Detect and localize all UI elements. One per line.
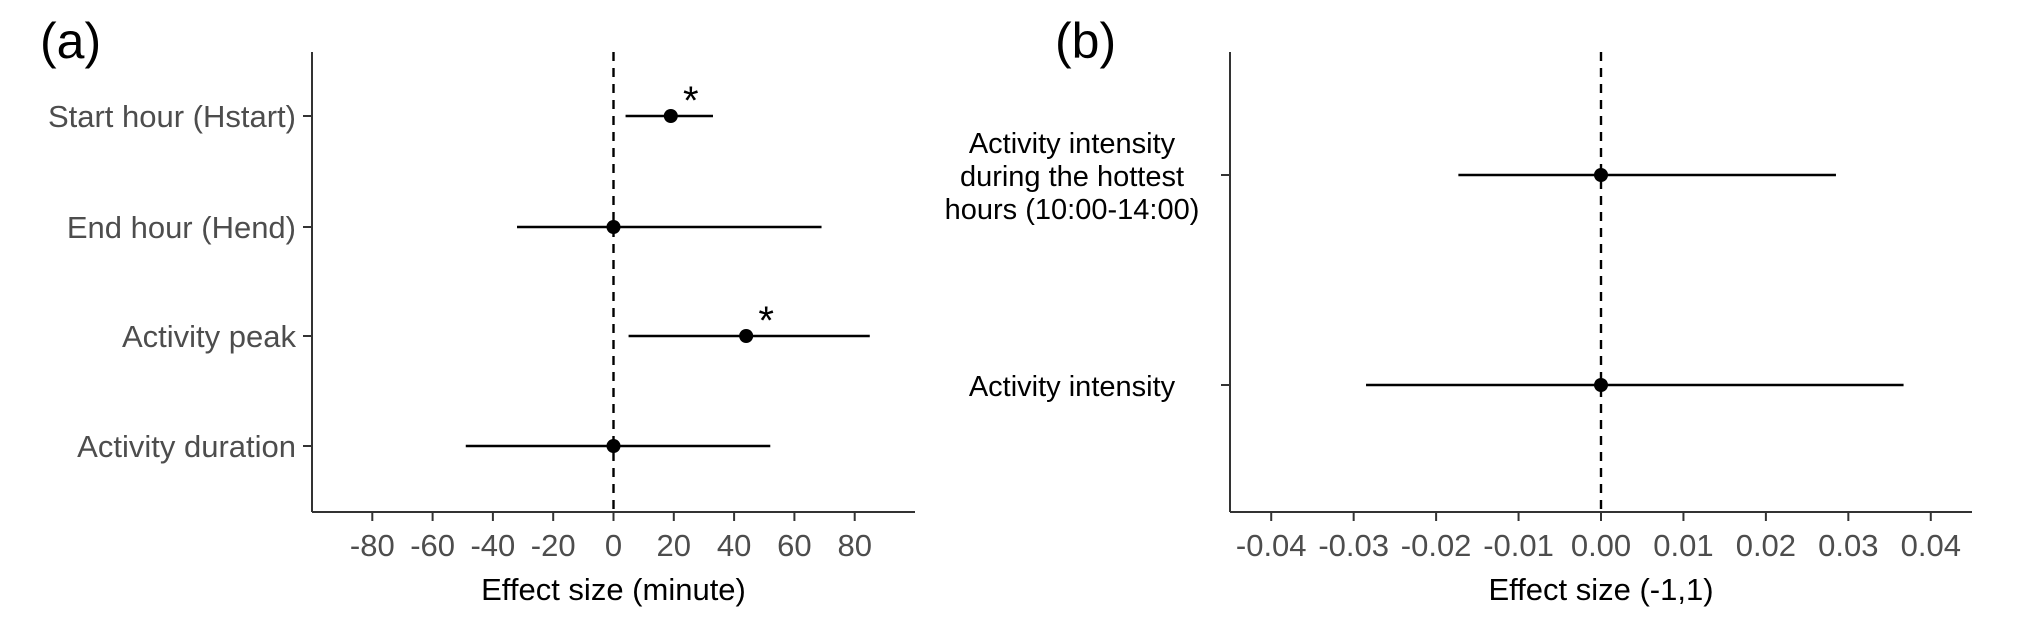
x-tick-label: -0.02: [1401, 528, 1472, 563]
x-tick-label: 0.00: [1571, 528, 1631, 563]
x-tick-label: -0.01: [1483, 528, 1554, 563]
category-label: Start hour (Hstart): [48, 99, 296, 134]
estimate-point: [606, 220, 621, 234]
panel-a: (a) -80 -60 -40 -20 0 20 40 60 80 Effect size (min…: [40, 13, 915, 607]
x-tick-label: -40: [470, 528, 515, 563]
estimate-point: [1594, 168, 1608, 182]
x-axis-title: Effect size (-1,1): [1488, 572, 1713, 607]
category-label-line: Activity intensity: [969, 371, 1176, 403]
estimate-point: [1594, 378, 1608, 392]
x-tick-label: -0.04: [1236, 528, 1307, 563]
x-tick-label: 60: [777, 528, 811, 563]
significance-marker: *: [683, 79, 699, 123]
x-tick-label: -60: [410, 528, 455, 563]
x-tick-label: -20: [531, 528, 576, 563]
x-tick-label: 40: [717, 528, 751, 563]
panel-label: (a): [40, 13, 101, 69]
estimate-point: [739, 329, 754, 343]
x-tick-label: -0.03: [1318, 528, 1389, 563]
x-tick-label: 0.02: [1736, 528, 1796, 563]
panel-label: (b): [1055, 13, 1116, 69]
category-label: Activity duration: [77, 429, 296, 464]
x-tick-label: 0.04: [1901, 528, 1961, 563]
category-label-line: during the hottest: [960, 161, 1184, 193]
category-label: Activity peak: [122, 319, 297, 354]
estimate-point: [606, 439, 621, 453]
x-tick-label: 0.03: [1818, 528, 1878, 563]
x-tick-label: 80: [837, 528, 871, 563]
category-label: End hour (Hend): [67, 210, 296, 245]
category-label-line: hours (10:00-14:00): [945, 194, 1200, 226]
x-tick-label: 20: [657, 528, 691, 563]
estimate-point: [663, 109, 678, 123]
x-tick-label: 0: [605, 528, 622, 563]
panel-b: (b) -0.04 -0.03 -0.02 -0.01 0.00 0.01 0.02 0.03 0…: [945, 13, 1972, 607]
significance-marker: *: [758, 299, 774, 343]
x-axis-title: Effect size (minute): [481, 572, 746, 607]
category-label-line: Activity intensity: [969, 128, 1176, 160]
x-tick-label: -80: [350, 528, 395, 563]
x-tick-label: 0.01: [1653, 528, 1713, 563]
